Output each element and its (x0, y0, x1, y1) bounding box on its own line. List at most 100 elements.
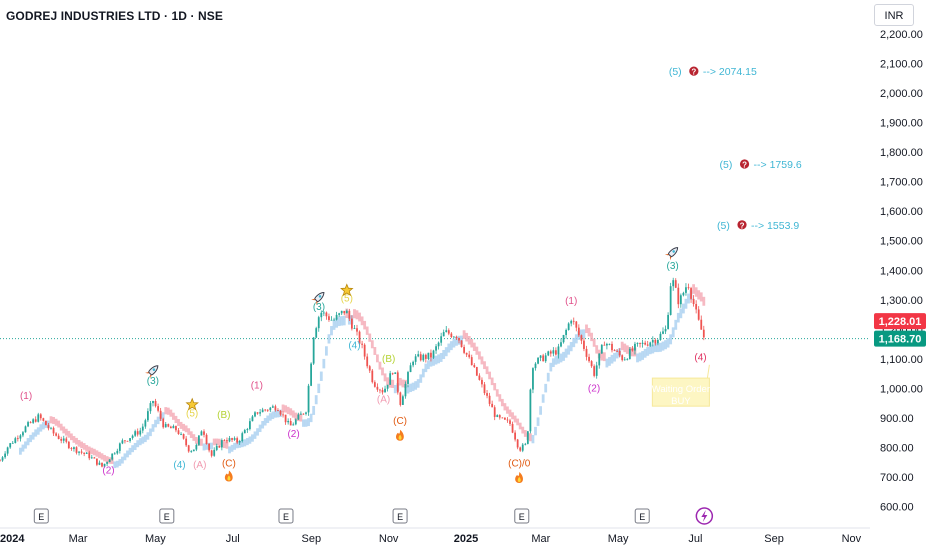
ma-band-segment (85, 445, 89, 452)
candle-body (203, 431, 205, 435)
candle (460, 340, 463, 348)
candle (338, 312, 341, 317)
ma-band-segment (414, 381, 418, 390)
candle (628, 347, 631, 360)
candle (274, 404, 277, 412)
candle-body (266, 409, 269, 411)
candle-body (139, 430, 142, 435)
wave-label: (C)/0 (508, 459, 531, 470)
ma-band-segment (419, 374, 423, 383)
candle (147, 408, 149, 423)
candle (279, 409, 282, 416)
candle-body (93, 457, 96, 459)
candle-body (381, 390, 384, 393)
ma-band-segment (638, 352, 642, 362)
currency-selector[interactable]: INR (874, 4, 914, 26)
candle (399, 391, 402, 407)
ma-band-segment (398, 377, 402, 386)
candlestick-series (0, 277, 705, 468)
candle (593, 364, 596, 378)
x-tick-label: Sep (302, 533, 322, 545)
flame-inner (227, 475, 231, 481)
candle-body (585, 348, 588, 357)
x-tick-label: Mar (531, 533, 550, 545)
candle-body (608, 343, 611, 345)
candle-body (460, 340, 463, 348)
candle (259, 408, 261, 417)
wave-label: (2) (287, 429, 299, 440)
candle-body (544, 355, 547, 362)
ma-band-segment (376, 354, 379, 363)
candle (118, 442, 121, 454)
candle (312, 337, 315, 365)
candle (368, 364, 371, 373)
wave-labels: (1) (2) (3) (4) (5) (A) (B) (C) (1) (2) (3) (5) (4) (… (20, 261, 707, 477)
candle (85, 452, 88, 454)
candle-body (631, 348, 634, 351)
candle-body (190, 451, 193, 452)
candle-body (45, 420, 47, 426)
y-tick-label: 1,600.00 (880, 206, 923, 218)
candle-body (646, 344, 649, 346)
candle-body (557, 346, 560, 355)
candle (475, 366, 478, 377)
candle-body (259, 412, 261, 414)
candle (294, 418, 297, 426)
ma-band-segment (29, 434, 32, 443)
candle-body (131, 435, 134, 439)
candle-body (96, 458, 98, 465)
ma-band-segment (500, 398, 504, 407)
rocket-fins (311, 298, 318, 306)
candle-body (539, 355, 542, 358)
ma-band-segment (64, 428, 68, 436)
candle-body (269, 407, 272, 411)
ma-band-segment (442, 349, 446, 360)
candle-body (149, 403, 152, 412)
candle (567, 322, 570, 331)
candle-body (465, 352, 468, 355)
earnings-event-marker: E (278, 508, 294, 524)
ma-band-segment (557, 354, 560, 364)
lightning-bolt (701, 510, 708, 522)
candle-body (101, 462, 103, 467)
ma-band-segment (34, 429, 38, 437)
ma-band-segment (508, 409, 512, 417)
candle (463, 344, 465, 355)
candle-body (417, 354, 420, 357)
ma-band-segment (531, 434, 535, 444)
ma-band-segment (335, 318, 338, 328)
ma-band-segment (87, 446, 91, 453)
candle (333, 317, 335, 321)
ma-band-segment (233, 442, 236, 450)
candle-body (198, 435, 200, 445)
candle-body (700, 319, 703, 330)
candle-body (287, 420, 290, 423)
candle (223, 439, 226, 442)
candle-body (659, 333, 662, 340)
candle-body (113, 453, 116, 455)
x-tick-label: 2025 (454, 533, 478, 545)
candle (330, 316, 333, 321)
candle-body (185, 438, 188, 446)
time-axis: 2024 Mar May Jul Sep Nov 2025 Mar May Jul Sep Nov E E… (0, 507, 870, 545)
candle-body (121, 440, 124, 444)
ma-band-segment (674, 319, 678, 330)
ma-band-segment (179, 421, 183, 429)
candle (292, 422, 295, 426)
ma-band-segment (256, 428, 259, 436)
ma-band-segment (322, 358, 326, 369)
candle-body (682, 292, 685, 296)
candle-body (24, 426, 27, 433)
ma-band-segment (330, 326, 333, 336)
ma-band-segment (141, 436, 145, 444)
ma-band-segment (123, 453, 127, 461)
question-glyph: ? (740, 221, 745, 230)
earnings-event-marker: E (514, 508, 530, 524)
candle (555, 347, 557, 356)
candle-body (549, 351, 552, 354)
candle-body (108, 459, 111, 463)
ma-band-segment (365, 326, 369, 335)
ma-band-segment (200, 438, 203, 446)
ma-band-segment (358, 312, 361, 322)
